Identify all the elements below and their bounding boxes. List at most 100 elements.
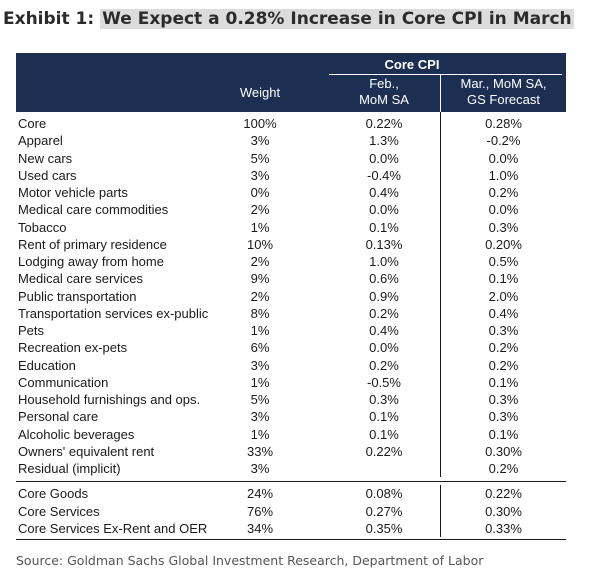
row-mar-forecast: 0.3%: [488, 323, 519, 338]
row-feb-value: 0.4%: [369, 185, 399, 200]
row-weight: 76%: [246, 503, 274, 519]
table-row: Lodging away from home 2% 1.0% 0.5%: [16, 253, 566, 270]
row-mar-forecast: 0.0%: [488, 150, 519, 166]
row-label: Medical care services: [18, 271, 143, 287]
row-mar-forecast: 0.30%: [485, 503, 522, 519]
row-feb-value: 0.35%: [365, 520, 403, 536]
row-feb-value: 0.6%: [369, 271, 399, 287]
header-column-divider: [440, 75, 441, 112]
row-mar-forecast: 0.5%: [488, 254, 519, 269]
row-weight: 8%: [250, 305, 270, 321]
row-mar-forecast: 0.22%: [485, 486, 522, 502]
weight-column-header: Weight: [239, 85, 281, 100]
row-weight: 100%: [243, 116, 277, 131]
feb-column-header: Feb., MoM SA: [329, 76, 439, 108]
table-bottom-border: [16, 539, 566, 540]
row-feb-value: 0.22%: [365, 443, 403, 459]
mar-header-line-2: GS Forecast: [467, 92, 540, 107]
summary-row: Core Services Ex-Rent and OER 34% 0.35% 0.3…: [16, 520, 566, 537]
row-weight: 1%: [250, 323, 270, 338]
core-cpi-group-header: Core CPI: [384, 57, 440, 72]
summary-separator: [16, 481, 566, 483]
table-row: Personal care 3% 0.1% 0.3%: [16, 408, 566, 425]
table-row: Medical care services 9% 0.6% 0.1%: [16, 270, 566, 287]
row-weight: 3%: [250, 133, 270, 149]
row-feb-value: 0.3%: [369, 392, 399, 407]
row-weight: 24%: [246, 486, 274, 502]
row-mar-forecast: 0.28%: [485, 116, 522, 131]
row-weight: 2%: [250, 202, 270, 218]
cpi-table: Core CPI Weight Feb., MoM SA Mar., MoM S…: [16, 53, 566, 540]
row-mar-forecast: 0.1%: [488, 374, 519, 390]
row-label: Alcoholic beverages: [18, 426, 135, 442]
row-feb-value: 0.1%: [369, 426, 399, 442]
table-row: Alcoholic beverages 1% 0.1% 0.1%: [16, 426, 566, 443]
row-feb-value: 0.9%: [369, 288, 399, 304]
row-mar-forecast: 0.2%: [488, 340, 519, 356]
row-weight: 1%: [250, 426, 270, 442]
component-rows: Core 100% 0.22% 0.28% Apparel 3% 1.3% -0.2% New …: [16, 112, 566, 478]
row-mar-forecast: 0.4%: [488, 305, 519, 321]
table-row: Apparel 3% 1.3% -0.2%: [16, 132, 566, 149]
summary-row: Core Services 76% 0.27% 0.30%: [16, 503, 566, 520]
row-feb-value: 0.0%: [369, 202, 399, 218]
row-label: Rent of primary residence: [18, 236, 167, 252]
table-row: Public transportation 2% 0.9% 2.0%: [16, 288, 566, 305]
row-mar-forecast: 0.33%: [485, 520, 522, 536]
row-label: Used cars: [18, 167, 77, 183]
row-feb-value: -0.4%: [367, 167, 401, 183]
row-weight: 3%: [250, 409, 270, 425]
exhibit-label: Exhibit 1:: [3, 9, 95, 29]
table-row: Pets 1% 0.4% 0.3%: [16, 322, 566, 339]
table-row: Recreation ex-pets 6% 0.0% 0.2%: [16, 339, 566, 356]
row-weight: 3%: [250, 461, 270, 476]
row-label: New cars: [18, 150, 73, 166]
column-divider: [440, 485, 441, 537]
row-label: Lodging away from home: [18, 254, 164, 269]
row-label: Personal care: [18, 409, 99, 425]
row-feb-value: 1.0%: [369, 254, 399, 269]
row-mar-forecast: 0.2%: [488, 185, 519, 200]
row-mar-forecast: 0.1%: [488, 271, 519, 287]
group-underline: [329, 74, 562, 75]
row-label: Core Services Ex-Rent and OER: [18, 520, 208, 536]
row-mar-forecast: 0.30%: [485, 443, 522, 459]
row-feb-value: 0.2%: [369, 305, 399, 321]
row-label: Core Goods: [18, 486, 89, 502]
row-mar-forecast: 1.0%: [488, 167, 519, 183]
row-mar-forecast: 0.20%: [485, 236, 522, 252]
row-weight: 6%: [250, 340, 270, 356]
row-label: Communication: [18, 374, 109, 390]
table-row: Used cars 3% -0.4% 1.0%: [16, 167, 566, 184]
row-label: Core: [18, 116, 47, 131]
row-label: Owners' equivalent rent: [18, 443, 155, 459]
row-mar-forecast: -0.2%: [486, 133, 521, 149]
row-mar-forecast: 2.0%: [488, 288, 519, 304]
table-row: Education 3% 0.2% 0.2%: [16, 357, 566, 374]
row-weight: 9%: [250, 271, 270, 287]
row-weight: 1%: [250, 219, 270, 235]
row-mar-forecast: 0.0%: [488, 202, 519, 218]
feb-header-line-1: Feb.,: [369, 76, 399, 91]
row-label: Core Services: [18, 503, 100, 519]
row-feb-value: 0.0%: [369, 150, 399, 166]
row-label: Public transportation: [18, 288, 137, 304]
source-note: Source: Goldman Sachs Global Investment …: [16, 553, 484, 568]
row-feb-value: 0.27%: [365, 503, 403, 519]
row-label: Apparel: [18, 133, 63, 149]
row-mar-forecast: 0.2%: [488, 461, 519, 476]
mar-forecast-column-header: Mar., MoM SA, GS Forecast: [441, 76, 566, 108]
table-row: Motor vehicle parts 0% 0.4% 0.2%: [16, 184, 566, 201]
row-feb-value: -0.5%: [367, 374, 401, 390]
row-weight: 0%: [250, 185, 270, 200]
feb-header-line-2: MoM SA: [359, 92, 409, 107]
exhibit-title: Exhibit 1: We Expect a 0.28% Increase in…: [3, 4, 574, 34]
table-row: Rent of primary residence 10% 0.13% 0.20%: [16, 236, 566, 253]
column-divider: [440, 112, 441, 478]
row-feb-value: 0.0%: [369, 340, 399, 356]
table-row: Tobacco 1% 0.1% 0.3%: [16, 219, 566, 236]
row-weight: 10%: [246, 236, 274, 252]
row-weight: 34%: [246, 520, 274, 536]
row-label: Recreation ex-pets: [18, 340, 128, 356]
summary-row: Core Goods 24% 0.08% 0.22%: [16, 485, 566, 502]
